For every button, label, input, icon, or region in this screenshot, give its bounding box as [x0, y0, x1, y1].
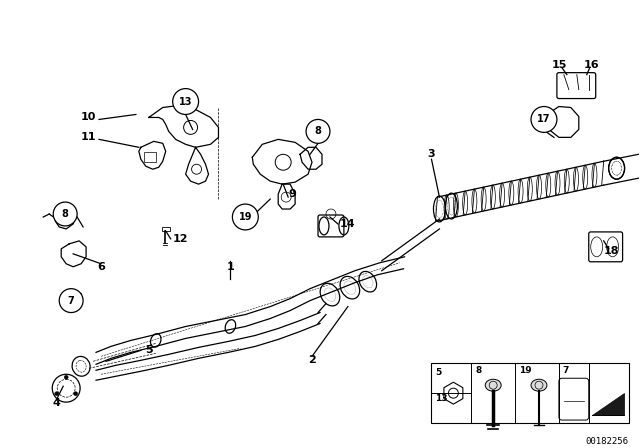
Circle shape [173, 89, 198, 115]
Circle shape [232, 204, 259, 230]
Text: 18: 18 [604, 246, 620, 256]
Circle shape [53, 202, 77, 226]
Text: 8: 8 [315, 126, 321, 136]
Text: 6: 6 [97, 262, 105, 272]
Bar [144, 152, 156, 162]
Text: 13: 13 [435, 394, 448, 403]
Text: 13: 13 [179, 96, 193, 107]
Text: 8: 8 [61, 209, 68, 219]
Ellipse shape [531, 379, 547, 391]
Text: 19: 19 [239, 212, 252, 222]
Circle shape [60, 289, 83, 313]
Text: 11: 11 [81, 132, 96, 142]
Circle shape [306, 120, 330, 143]
Text: 7: 7 [68, 296, 74, 306]
Text: 9: 9 [288, 189, 296, 199]
Text: 3: 3 [428, 149, 435, 159]
Text: 15: 15 [551, 60, 566, 70]
Text: 2: 2 [308, 355, 316, 365]
Polygon shape [592, 393, 623, 415]
Text: 16: 16 [584, 60, 600, 70]
Text: 4: 4 [52, 398, 60, 408]
Ellipse shape [485, 379, 501, 391]
Text: 00182256: 00182256 [586, 437, 628, 446]
Text: 10: 10 [81, 112, 96, 122]
Text: 5: 5 [435, 368, 442, 377]
Text: 5: 5 [145, 345, 152, 355]
Circle shape [64, 375, 68, 379]
Circle shape [531, 107, 557, 133]
Bar [162, 227, 170, 231]
Text: 14: 14 [340, 219, 356, 229]
Text: 1: 1 [227, 262, 234, 272]
Circle shape [74, 392, 77, 396]
Bar [431, 363, 628, 423]
Text: 7: 7 [563, 366, 569, 375]
Text: 17: 17 [537, 114, 550, 125]
Text: 12: 12 [173, 234, 188, 244]
Text: 19: 19 [519, 366, 532, 375]
Text: 8: 8 [476, 366, 481, 375]
Circle shape [54, 392, 59, 396]
